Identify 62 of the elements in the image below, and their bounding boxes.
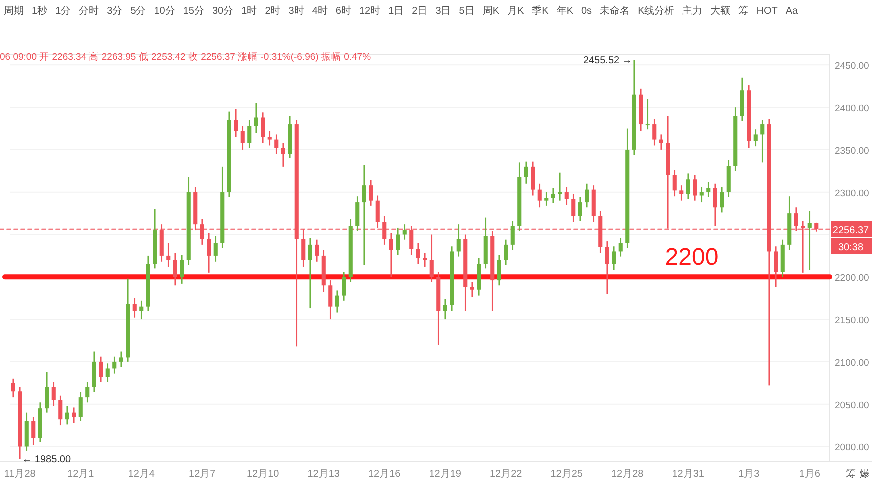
text: HOT <box>756 5 779 19</box>
annotation: 2455.52 → <box>583 55 632 66</box>
text: 筹 <box>738 5 750 19</box>
text: Aa <box>784 5 800 19</box>
text: 30分 <box>212 5 235 19</box>
text: 年K <box>556 5 574 19</box>
text: 季K <box>531 4 550 19</box>
annotation: 06 09:00 开 2263.34 高 2263.95 低 2253.42 收 2256.37 涨幅 -0.31%(-6.96) 振幅 0.47% <box>0 51 372 63</box>
x-tick-label: 11月28 <box>4 469 36 480</box>
text: K线分析 <box>637 4 676 19</box>
text: 2时 <box>264 4 282 19</box>
text: 周期 <box>3 4 25 19</box>
text: 15分 <box>182 5 206 19</box>
text: 1分 <box>54 5 72 19</box>
text: 1时 <box>240 4 258 19</box>
y-tick-label: 2450.00 <box>835 61 870 72</box>
text: 大额 <box>710 4 732 19</box>
ref-line-label: 2200 <box>665 244 719 272</box>
text: 1日 <box>388 5 406 19</box>
y-tick-label: 2300.00 <box>835 188 870 200</box>
ref-line-label: 2256.37 <box>832 225 870 236</box>
text: 主力 <box>682 4 704 19</box>
text: 6时 <box>334 4 352 19</box>
text: 30:38 <box>838 242 864 254</box>
text: 筹 <box>846 468 856 480</box>
text: 月K <box>506 5 526 19</box>
y-tick-label: 2150.00 <box>835 316 870 327</box>
text: 爆 <box>860 468 870 480</box>
y-tick-label: 2050.00 <box>835 400 870 412</box>
text: 周K <box>482 5 500 19</box>
text: 4时 <box>311 4 329 19</box>
x-tick-label: 12月28 <box>612 469 644 480</box>
x-tick-label: 12月13 <box>308 469 340 480</box>
text: 12时 <box>358 4 382 19</box>
x-tick-label: 12月7 <box>189 469 216 480</box>
y-tick-label: 2200.00 <box>835 273 870 284</box>
x-tick-label: 12月1 <box>68 469 95 480</box>
text: 分时 <box>78 4 100 19</box>
text: 5日 <box>458 5 476 19</box>
annotation: ← 1985.00 <box>22 454 72 466</box>
y-tick-label: 2100.00 <box>835 358 870 369</box>
text: 0s <box>580 5 594 19</box>
y-tick-label: 2400.00 <box>835 104 870 115</box>
y-tick-label: 2350.00 <box>835 146 870 157</box>
x-tick-label: 12月10 <box>247 469 280 480</box>
x-tick-label: 12月22 <box>490 469 523 480</box>
x-tick-label: 12月25 <box>550 469 584 480</box>
y-tick-label: 2000.00 <box>835 442 870 454</box>
x-tick-label: 12月19 <box>429 469 462 480</box>
text: 1秒 <box>31 4 49 19</box>
x-tick-label: 1月3 <box>738 469 760 480</box>
text: 3日 <box>434 5 452 19</box>
text: 未命名 <box>599 4 632 19</box>
text: 10分 <box>153 5 176 19</box>
text: 3分 <box>106 5 124 19</box>
x-tick-label: 1月6 <box>799 469 821 480</box>
text: 3时 <box>288 4 306 19</box>
text: 2日 <box>411 5 429 19</box>
text: 5分 <box>130 5 148 19</box>
x-tick-label: 12月31 <box>672 469 705 480</box>
x-tick-label: 12月4 <box>128 469 156 480</box>
x-tick-label: 12月16 <box>368 469 402 480</box>
